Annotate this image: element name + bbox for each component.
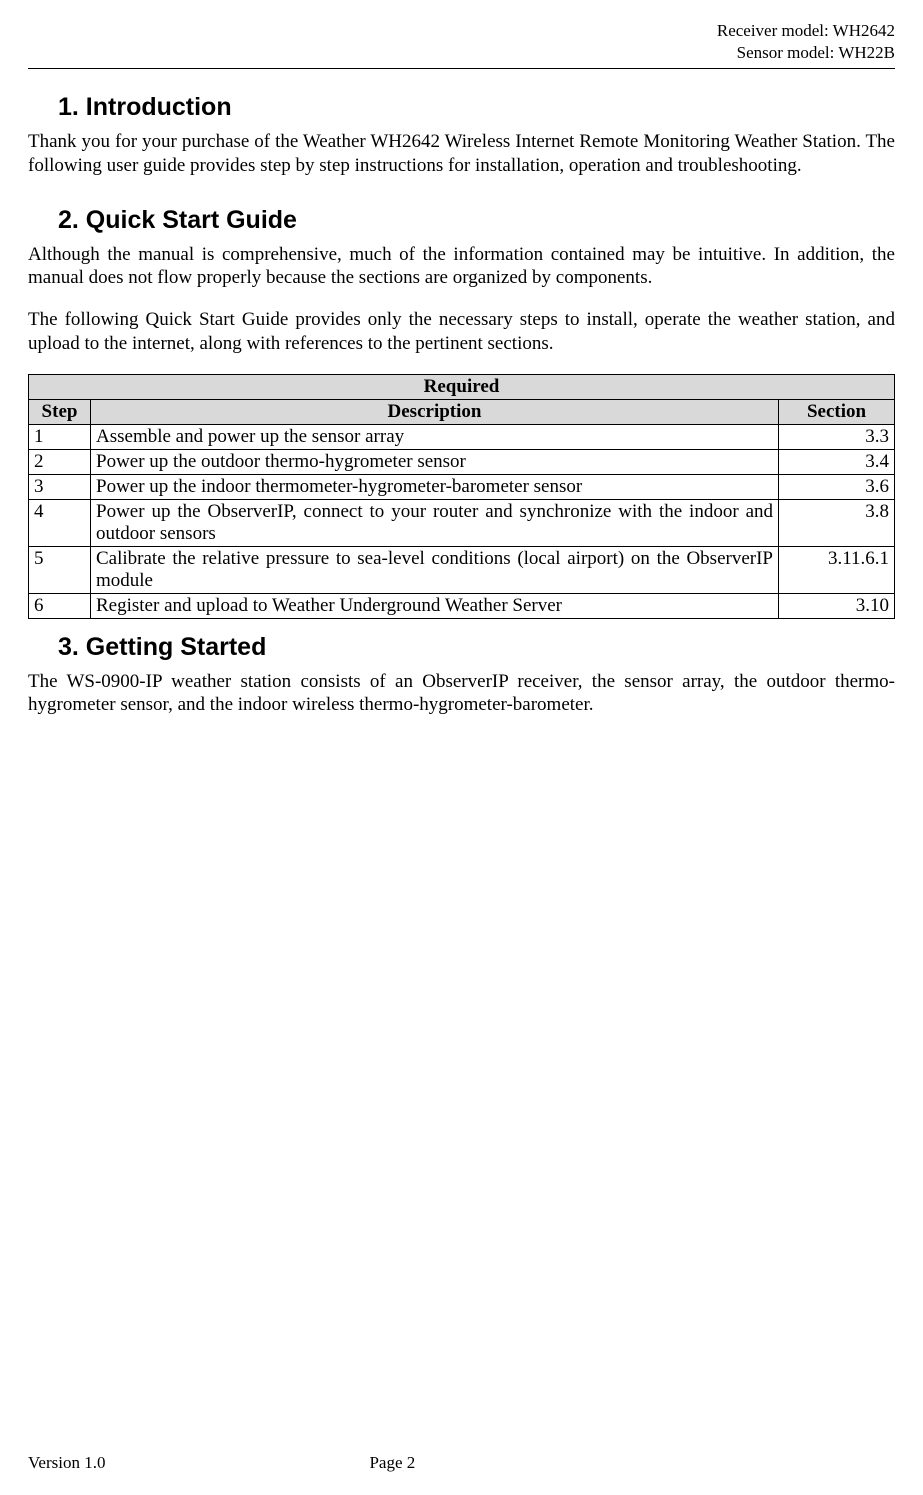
cell-desc: Power up the outdoor thermo-hygrometer s… [91, 449, 779, 474]
table-title-row: Required [29, 374, 895, 399]
intro-body: Thank you for your purchase of the Weath… [28, 130, 895, 178]
cell-desc: Register and upload to Weather Undergrou… [91, 593, 779, 618]
cell-step: 3 [29, 474, 91, 499]
getting-started-body: The WS-0900-IP weather station consists … [28, 670, 895, 718]
cell-section: 3.11.6.1 [779, 546, 895, 593]
table-row: 1 Assemble and power up the sensor array… [29, 424, 895, 449]
cell-desc: Power up the indoor thermometer-hygromet… [91, 474, 779, 499]
table-row: 3 Power up the indoor thermometer-hygrom… [29, 474, 895, 499]
quickstart-body-1: Although the manual is comprehensive, mu… [28, 243, 895, 291]
heading-getting-started: 3. Getting Started [58, 633, 895, 662]
heading-quick-start: 2. Quick Start Guide [58, 206, 895, 235]
cell-section: 3.10 [779, 593, 895, 618]
quickstart-body-2: The following Quick Start Guide provides… [28, 308, 895, 356]
footer-version: Version 1.0 [28, 1453, 105, 1473]
cell-step: 5 [29, 546, 91, 593]
header-rule [28, 68, 895, 69]
cell-desc: Power up the ObserverIP, connect to your… [91, 499, 779, 546]
table-row: 6 Register and upload to Weather Undergr… [29, 593, 895, 618]
table-row: 2 Power up the outdoor thermo-hygrometer… [29, 449, 895, 474]
header-receiver: Receiver model: WH2642 [28, 20, 895, 42]
cell-section: 3.3 [779, 424, 895, 449]
required-table: Required Step Description Section 1 Asse… [28, 374, 895, 619]
table-row: 5 Calibrate the relative pressure to sea… [29, 546, 895, 593]
cell-desc: Calibrate the relative pressure to sea-l… [91, 546, 779, 593]
col-header-section: Section [779, 399, 895, 424]
page-footer: Version 1.0 Page 2 [28, 1453, 895, 1473]
footer-page: Page 2 [369, 1453, 415, 1473]
cell-section: 3.8 [779, 499, 895, 546]
cell-step: 4 [29, 499, 91, 546]
cell-desc: Assemble and power up the sensor array [91, 424, 779, 449]
cell-section: 3.4 [779, 449, 895, 474]
table-row: 4 Power up the ObserverIP, connect to yo… [29, 499, 895, 546]
cell-step: 1 [29, 424, 91, 449]
cell-section: 3.6 [779, 474, 895, 499]
table-header-row: Step Description Section [29, 399, 895, 424]
table-title: Required [29, 374, 895, 399]
cell-step: 2 [29, 449, 91, 474]
col-header-step: Step [29, 399, 91, 424]
col-header-description: Description [91, 399, 779, 424]
cell-step: 6 [29, 593, 91, 618]
header-sensor: Sensor model: WH22B [28, 42, 895, 64]
heading-introduction: 1. Introduction [58, 93, 895, 122]
